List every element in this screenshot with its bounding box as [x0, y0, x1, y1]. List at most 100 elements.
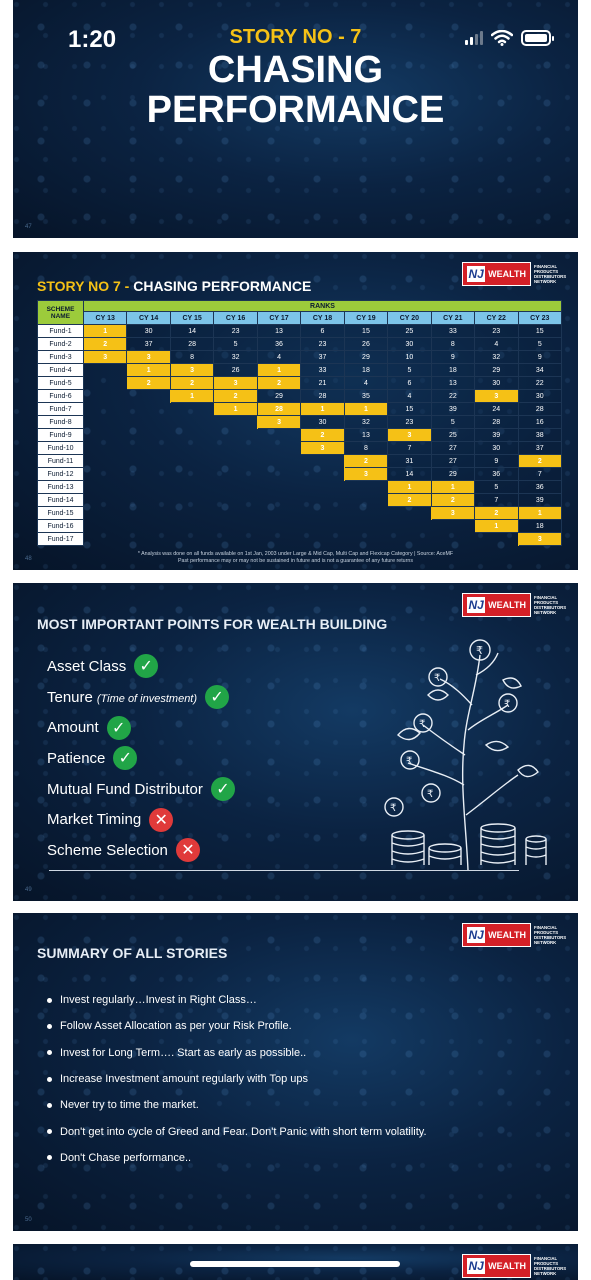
rank-cell: 5: [430, 415, 476, 429]
rank-cell: 28: [517, 402, 563, 416]
empty-cell: [301, 481, 344, 494]
heading-prefix: STORY NO 7 -: [37, 278, 134, 294]
year-header: CY 20: [387, 311, 432, 325]
year-header: CY 15: [169, 311, 215, 325]
slide-chasing-performance[interactable]: NJ WEALTH FINANCIAL PRODUCTS DISTRIBUTORS…: [13, 252, 578, 570]
point-text: Tenure: [47, 688, 93, 706]
fund-name: Fund-5: [37, 376, 84, 390]
empty-cell: [127, 455, 170, 468]
top-rank-cell: 3: [126, 350, 171, 364]
year-header: CY 22: [474, 311, 519, 325]
empty-cell: [344, 533, 387, 546]
logo-wealth-text: WEALTH: [488, 600, 526, 610]
empty-cell: [84, 364, 127, 377]
rank-cell: 23: [213, 324, 258, 338]
empty-cell: [344, 494, 387, 507]
rank-cell: 21: [300, 376, 345, 390]
top-rank-cell: 2: [82, 337, 128, 351]
fund-name: Fund-3: [37, 350, 84, 364]
empty-cell: [84, 455, 127, 468]
year-header: CY 23: [517, 311, 563, 325]
fund-name: Fund-16: [37, 519, 84, 533]
rank-cell: 29: [343, 350, 389, 364]
nj-logo-mark: NJ: [467, 597, 486, 613]
cellular-signal-icon: [465, 31, 483, 45]
top-rank-cell: 2: [387, 493, 432, 507]
empty-cell: [431, 520, 474, 533]
wealth-point: Patience ✓: [47, 743, 235, 774]
logo-subtext: FINANCIAL PRODUCTS DISTRIBUTORS NETWORK: [534, 925, 567, 945]
empty-cell: [170, 416, 213, 429]
summary-item: Don't get into cycle of Greed and Fear. …: [47, 1118, 427, 1144]
rank-cell: 13: [430, 376, 476, 390]
summary-item: Invest regularly…Invest in Right Class…: [47, 987, 427, 1013]
rank-cell: 8: [343, 441, 389, 455]
rank-cell: 37: [517, 441, 563, 455]
top-rank-cell: 2: [474, 506, 519, 520]
top-rank-cell: 2: [517, 454, 563, 468]
empty-cell: [127, 442, 170, 455]
rank-cell: 26: [213, 363, 258, 377]
svg-text:₹: ₹: [476, 645, 483, 657]
rank-cell: 27: [430, 441, 476, 455]
empty-cell: [301, 507, 344, 520]
empty-cell: [170, 494, 213, 507]
rank-cell: 4: [474, 337, 519, 351]
rank-cell: 30: [300, 415, 345, 429]
rank-cell: 36: [256, 337, 302, 351]
rank-cell: 32: [213, 350, 258, 364]
nj-wealth-logo: NJ WEALTH FINANCIAL PRODUCTS DISTRIBUTORS…: [462, 593, 568, 617]
rank-cell: 28: [169, 337, 215, 351]
slide-number: 50: [25, 1217, 32, 1223]
rank-cell: 30: [126, 324, 171, 338]
rank-cell: 7: [387, 441, 432, 455]
year-header: CY 13: [82, 311, 128, 325]
fund-name: Fund-7: [37, 402, 84, 416]
empty-cell: [127, 520, 170, 533]
wealth-point: Amount ✓: [47, 712, 235, 743]
fund-name: Fund-2: [37, 337, 84, 351]
rank-cell: 10: [387, 350, 432, 364]
slide-title[interactable]: STORY NO - 7 CHASING PERFORMANCE 47: [13, 0, 578, 238]
year-header: CY 21: [430, 311, 476, 325]
rank-cell: 25: [387, 324, 432, 338]
empty-cell: [257, 442, 300, 455]
fund-name: Fund-10: [37, 441, 84, 455]
table-row: Fund-14 2 2 7 39: [37, 493, 563, 507]
empty-cell: [257, 429, 300, 442]
empty-cell: [388, 507, 431, 520]
empty-cell: [84, 481, 127, 494]
fund-name: Fund-13: [37, 480, 84, 494]
table-row: Fund-15 3 2 1: [37, 506, 563, 520]
rank-cell: 23: [387, 415, 432, 429]
slide-heading: MOST IMPORTANT POINTS FOR WEALTH BUILDIN…: [37, 616, 388, 632]
slide-summary[interactable]: NJ WEALTH FINANCIAL PRODUCTS DISTRIBUTORS…: [13, 913, 578, 1231]
rank-cell: 39: [430, 402, 476, 416]
rank-cell: 15: [387, 402, 432, 416]
slide-heading: SUMMARY OF ALL STORIES: [37, 945, 228, 961]
empty-cell: [257, 494, 300, 507]
points-list: Asset Class ✓ Tenure (Time of investment) ✓ A…: [47, 651, 235, 866]
empty-cell: [127, 507, 170, 520]
year-header: CY 19: [343, 311, 389, 325]
slide-wealth-points[interactable]: NJ WEALTH FINANCIAL PRODUCTS DISTRIBUTORS…: [13, 583, 578, 901]
table-row: Fund-12 3 14 29 36 7: [37, 467, 563, 481]
top-rank-cell: 2: [169, 376, 215, 390]
rank-cell: 15: [343, 324, 389, 338]
top-rank-cell: 1: [430, 480, 476, 494]
point-label: Scheme Selection: [47, 842, 168, 859]
top-rank-cell: 3: [343, 467, 389, 481]
top-rank-cell: 28: [256, 402, 302, 416]
top-rank-cell: 1: [82, 324, 128, 338]
fund-name: Fund-6: [37, 389, 84, 403]
check-icon: ✓: [210, 777, 235, 802]
wealth-point: Mutual Fund Distributor ✓: [47, 774, 235, 805]
empty-cell: [84, 468, 127, 481]
empty-cell: [170, 442, 213, 455]
rank-cell: 22: [517, 376, 563, 390]
rank-cell: 15: [517, 324, 563, 338]
summary-item: Invest for Long Term…. Start as early as…: [47, 1040, 427, 1066]
home-indicator[interactable]: [190, 1261, 400, 1267]
empty-cell: [170, 533, 213, 546]
point-text: Amount: [47, 719, 99, 737]
